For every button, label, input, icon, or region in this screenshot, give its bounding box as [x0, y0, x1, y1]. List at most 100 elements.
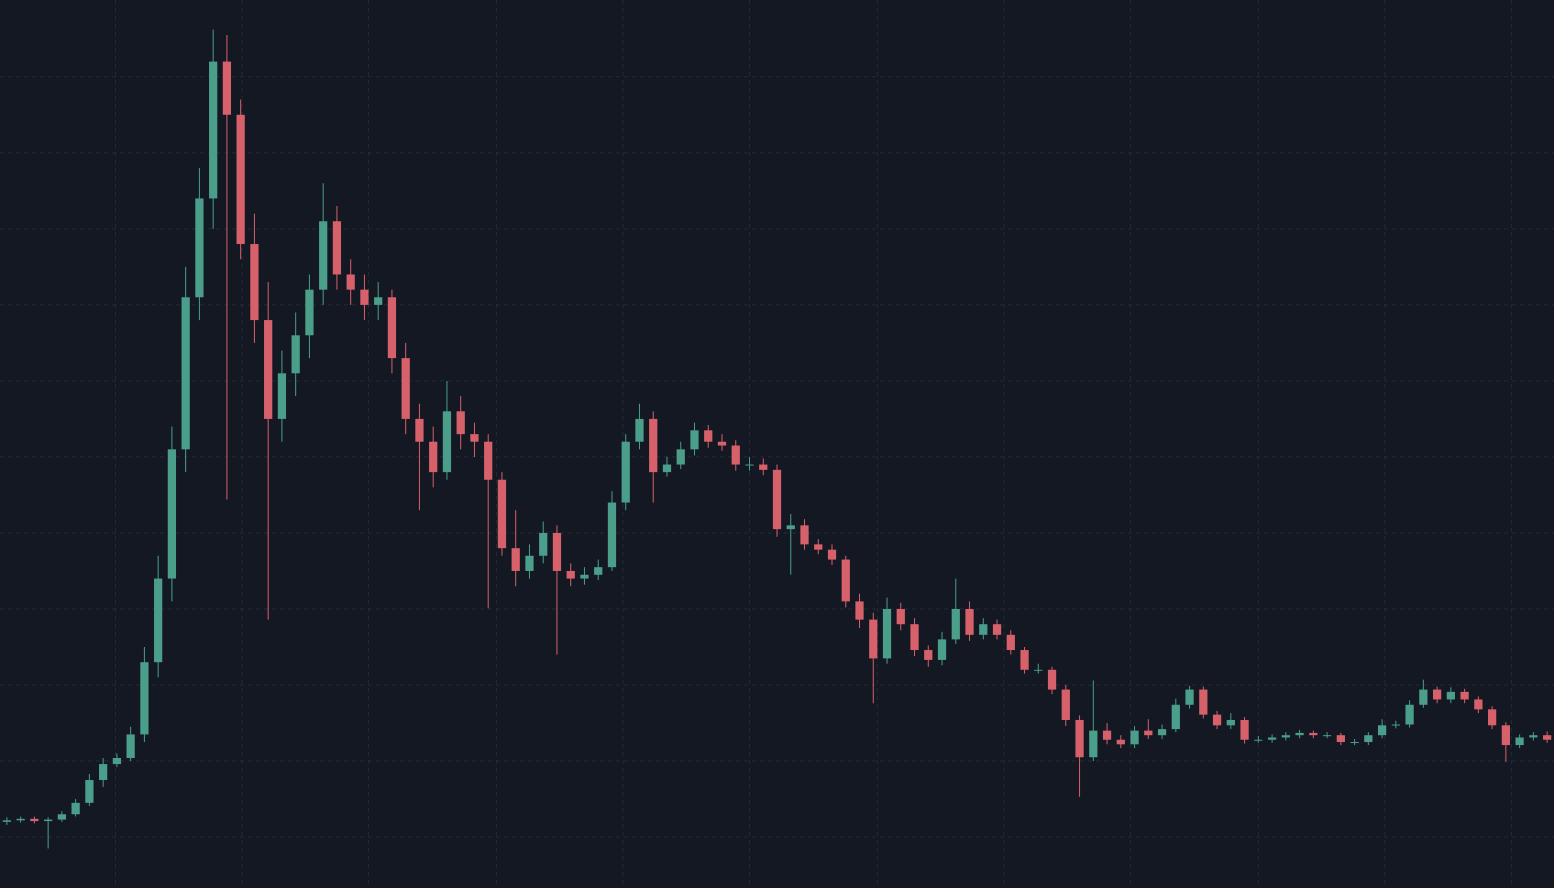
candle-body [704, 430, 713, 442]
candle-body [1199, 689, 1208, 715]
candle-body [1446, 691, 1455, 700]
candle-body [1089, 730, 1098, 758]
candle-body [1336, 735, 1345, 743]
candle-body [759, 464, 768, 470]
candle-body [346, 274, 355, 290]
candle-body [1474, 699, 1483, 710]
candle-body [841, 559, 850, 602]
candle-body [497, 479, 507, 549]
candle-body [676, 449, 685, 465]
candle-body [442, 411, 452, 473]
candle-body [896, 608, 905, 625]
candle-body [154, 578, 163, 663]
candle-body [1061, 689, 1070, 720]
candle-body [992, 624, 1002, 635]
candle-body [594, 567, 603, 575]
candle-body [1322, 735, 1332, 737]
candle-body [1157, 729, 1167, 736]
candle-body [965, 608, 974, 635]
candle-body [140, 662, 149, 735]
candle-body [30, 818, 39, 822]
candle-body [607, 502, 617, 568]
candle-body [387, 297, 397, 359]
candle-body [360, 289, 369, 305]
candle-body [1309, 732, 1318, 736]
candle-body [1529, 735, 1538, 738]
candle-body [277, 373, 287, 419]
candle-body [1364, 735, 1373, 743]
candle-body [470, 434, 479, 442]
candle-body [85, 780, 94, 803]
candle-body [690, 430, 699, 450]
candle-body [869, 619, 878, 659]
candle-body [1171, 704, 1180, 730]
candle-body [772, 469, 782, 530]
candle-body [979, 624, 988, 635]
candle-body [855, 601, 864, 620]
candle-body [511, 548, 520, 571]
candle-body [1226, 719, 1235, 726]
candle-body [1116, 739, 1125, 745]
candle-body [745, 464, 754, 466]
candle-body [635, 418, 644, 442]
candle-body [1254, 739, 1263, 741]
candle-body [580, 574, 589, 579]
candle-body [1102, 730, 1112, 740]
candle-body [1047, 669, 1057, 690]
candle-body [910, 624, 919, 651]
candle-body [814, 544, 823, 550]
candle-body [662, 464, 672, 473]
candle-body [456, 411, 465, 435]
candle-body [951, 608, 960, 640]
candle-body [566, 570, 575, 579]
candle-body [305, 289, 314, 336]
candle-body [2, 820, 12, 822]
candle-body [167, 449, 177, 579]
candle-body [126, 734, 135, 758]
candle-body [332, 221, 342, 275]
candle-body [1240, 719, 1249, 740]
candle-body [1185, 689, 1194, 705]
candle-body [429, 441, 438, 473]
candle-body [1212, 714, 1222, 726]
candle-body [291, 335, 300, 374]
candle-body [649, 418, 658, 473]
candle-body [717, 441, 727, 446]
candle-body [99, 764, 108, 781]
candle-body [1391, 724, 1400, 726]
candle-body [1075, 719, 1084, 758]
candle-body [236, 114, 245, 245]
candle-body [1281, 735, 1290, 738]
candle-body [1460, 691, 1469, 700]
candle-body [44, 819, 53, 822]
candle-body [57, 814, 67, 820]
candle-body [319, 221, 328, 290]
candle-body [1144, 730, 1153, 736]
candle-body [374, 297, 383, 305]
candle-body [882, 608, 892, 659]
candle-body [827, 549, 837, 560]
candle-body [1419, 689, 1428, 705]
candle-body [195, 198, 204, 298]
candle-body [1501, 725, 1510, 746]
candle-body [1130, 730, 1139, 745]
candle-body [525, 555, 534, 571]
candle-body [1542, 735, 1552, 740]
candle-body [731, 445, 740, 465]
candle-body [16, 818, 25, 821]
candle-body [924, 650, 933, 660]
candle-body [621, 441, 630, 503]
candle-body [1377, 725, 1387, 736]
candle-body [415, 418, 424, 442]
candle-body [786, 525, 795, 530]
candle-body [539, 532, 548, 556]
candle-body [1515, 737, 1524, 746]
candle-body [264, 320, 273, 419]
candle-body [1405, 704, 1414, 725]
candle-body [1034, 669, 1043, 671]
candle-body [1432, 689, 1442, 700]
candle-body [1350, 742, 1359, 744]
